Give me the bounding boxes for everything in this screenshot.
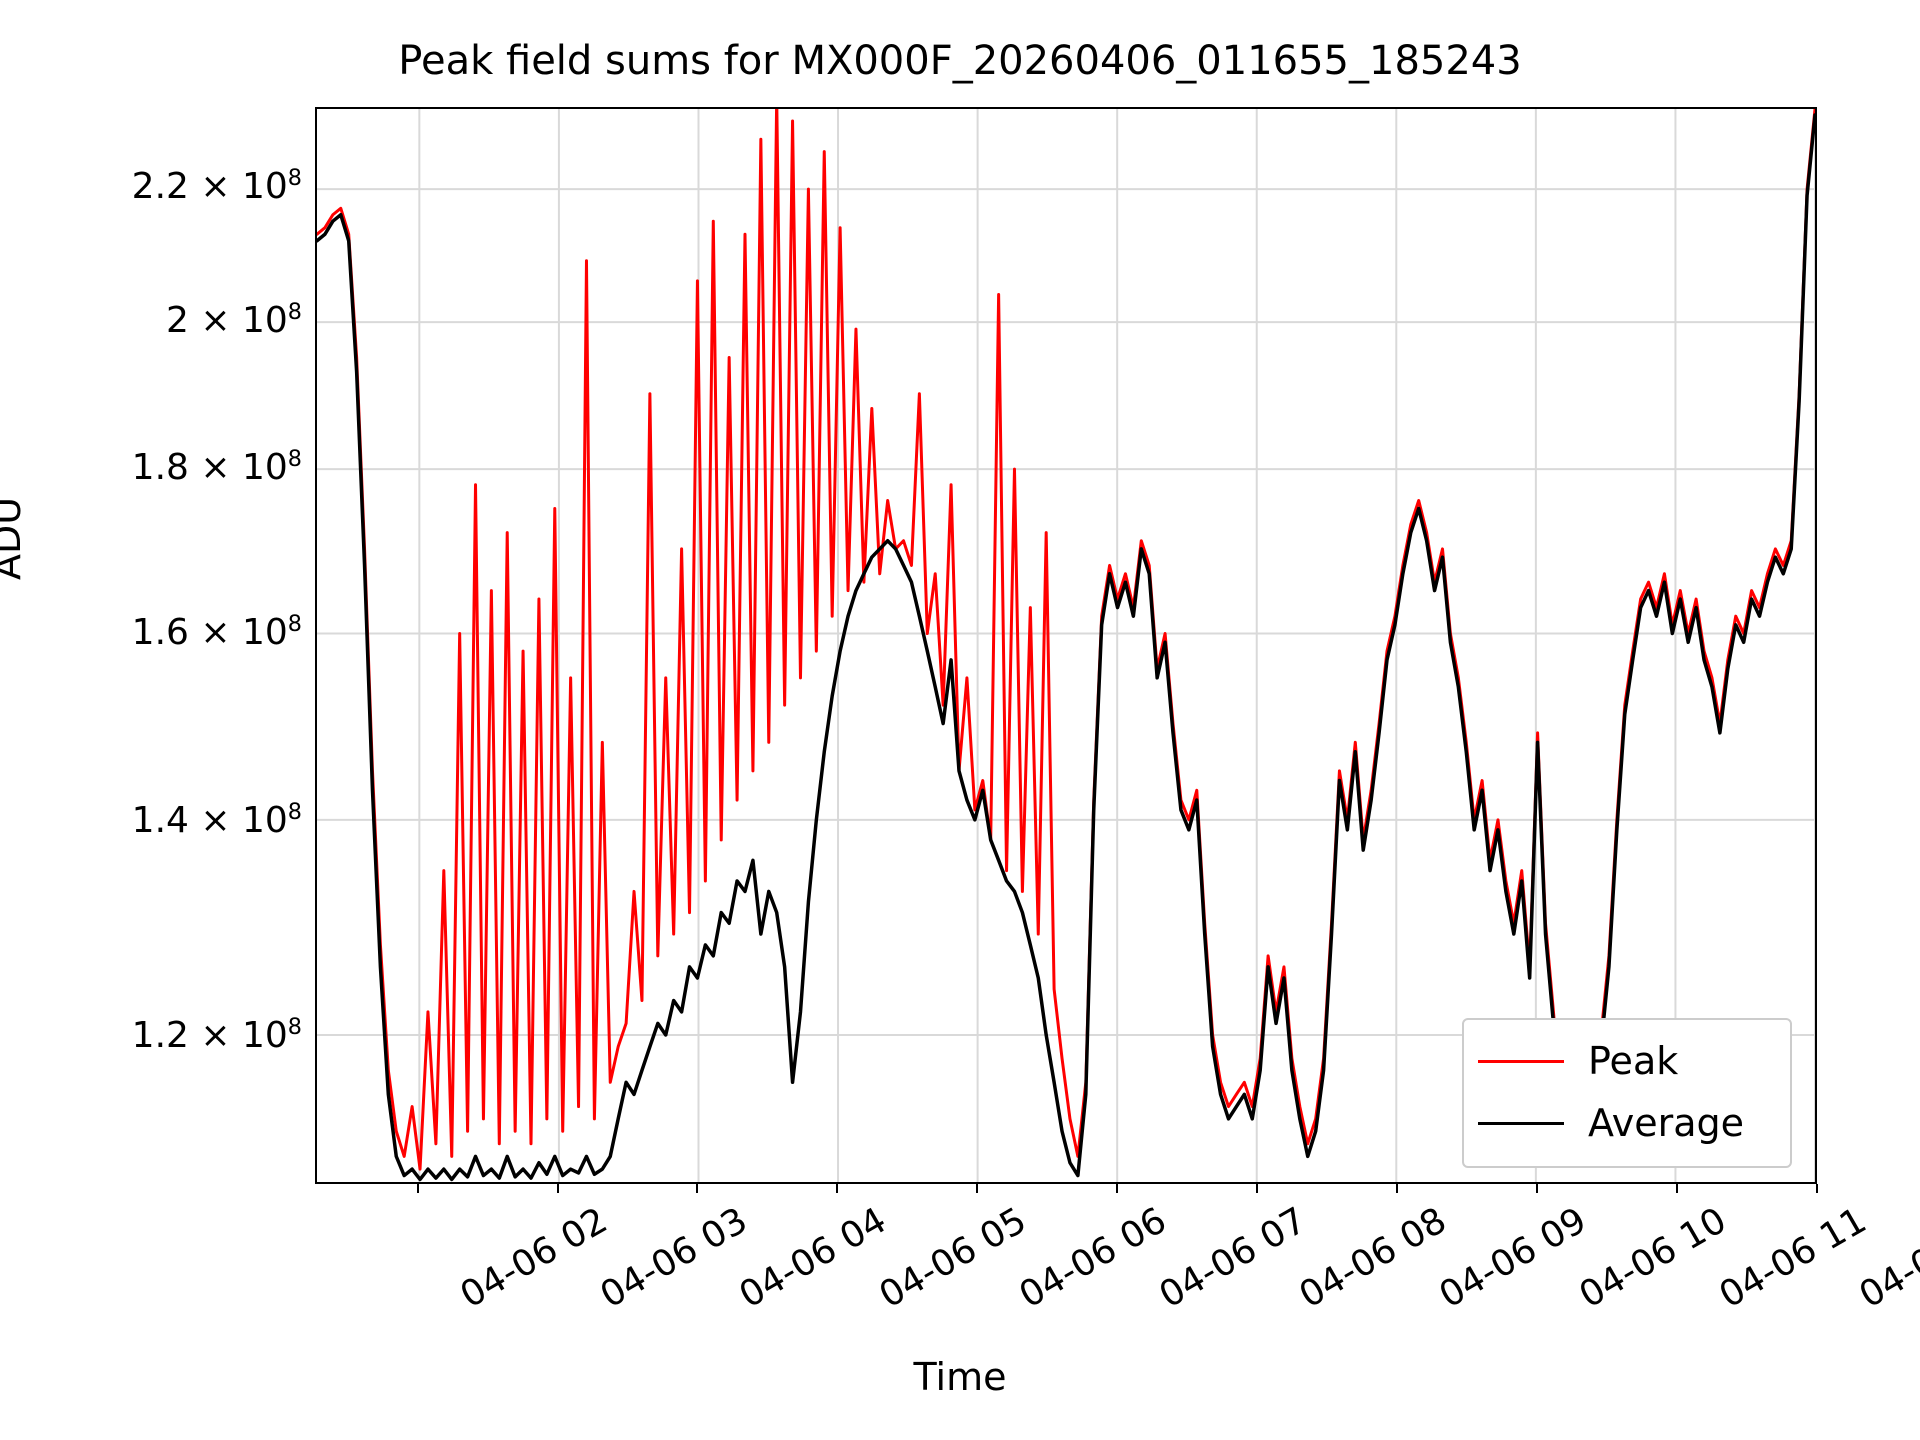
y-tick-label: 1.2 × 108 bbox=[131, 1014, 302, 1057]
x-tick-label: 04-06 08 bbox=[1292, 1200, 1454, 1317]
x-tick-mark bbox=[836, 1184, 839, 1193]
x-tick-label: 04-06 07 bbox=[1152, 1200, 1314, 1317]
y-tick-label: 1.6 × 108 bbox=[131, 611, 302, 654]
x-tick-mark bbox=[1536, 1184, 1539, 1193]
x-tick-mark bbox=[1816, 1184, 1818, 1193]
x-axis-label: Time bbox=[913, 1355, 1007, 1399]
x-tick-mark bbox=[1256, 1184, 1259, 1193]
legend-item-peak[interactable]: Peak bbox=[1478, 1030, 1776, 1092]
gridlines bbox=[317, 109, 1815, 1182]
y-tick-label: 1.8 × 108 bbox=[131, 446, 302, 489]
x-tick-label: 04-06 03 bbox=[593, 1200, 754, 1317]
x-tick-mark bbox=[976, 1184, 979, 1193]
plot-area bbox=[315, 107, 1817, 1184]
plot-canvas bbox=[317, 109, 1815, 1182]
series-line-peak bbox=[317, 109, 1815, 1171]
x-tick-mark bbox=[416, 1184, 419, 1193]
x-tick-mark bbox=[556, 1184, 559, 1193]
y-tick-label: 1.4 × 108 bbox=[131, 798, 302, 841]
x-tick-mark bbox=[1116, 1184, 1119, 1193]
x-tick-label: 04-06 04 bbox=[733, 1200, 894, 1317]
legend-item-average[interactable]: Average bbox=[1478, 1092, 1776, 1154]
x-tick-mark bbox=[1676, 1184, 1679, 1193]
x-tick-label: 04-06 06 bbox=[1013, 1200, 1174, 1317]
x-tick-label: 04-06 09 bbox=[1432, 1200, 1594, 1317]
y-axis-label: ADU bbox=[0, 496, 29, 580]
x-tick-label: 04-06 05 bbox=[873, 1200, 1034, 1317]
x-tick-mark bbox=[1396, 1184, 1399, 1193]
y-tick-label: 2.2 × 108 bbox=[131, 165, 302, 208]
x-tick-label: 04-06 10 bbox=[1572, 1200, 1734, 1317]
legend-label-average: Average bbox=[1588, 1101, 1745, 1145]
x-tick-mark bbox=[696, 1184, 699, 1193]
y-tick-label: 2 × 108 bbox=[166, 298, 302, 341]
legend-swatch-average bbox=[1478, 1121, 1564, 1125]
legend-label-peak: Peak bbox=[1588, 1039, 1679, 1083]
x-tick-label: 04-06 02 bbox=[453, 1200, 614, 1317]
x-tick-label: 04-06 11 bbox=[1712, 1200, 1874, 1317]
chart-legend: Peak Average bbox=[1462, 1018, 1792, 1168]
legend-swatch-peak bbox=[1478, 1059, 1564, 1063]
page-title: Peak field sums for MX000F_20260406_0116… bbox=[398, 38, 1522, 84]
